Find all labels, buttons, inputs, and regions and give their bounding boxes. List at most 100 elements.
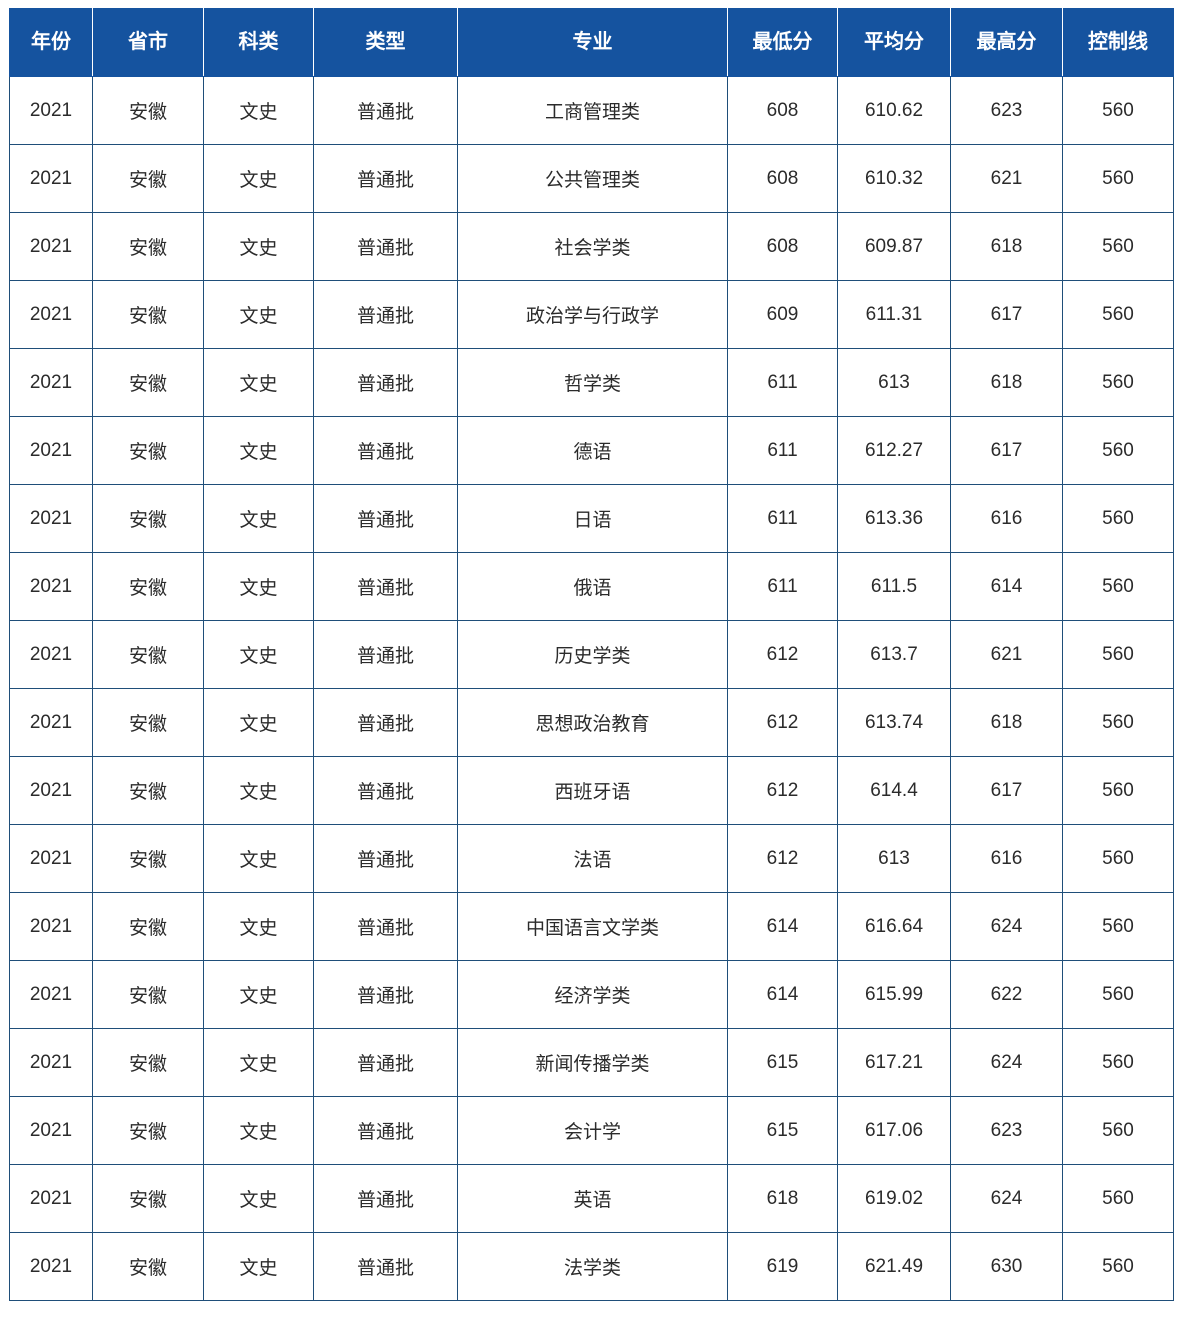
cell-cat: 文史 bbox=[203, 824, 314, 893]
cell-prov: 安徽 bbox=[92, 280, 204, 349]
cell-type: 普通批 bbox=[313, 620, 458, 689]
cell-max: 621 bbox=[950, 620, 1063, 689]
cell-year: 2021 bbox=[9, 1164, 93, 1233]
cell-line: 560 bbox=[1062, 892, 1174, 961]
cell-major: 西班牙语 bbox=[457, 756, 728, 825]
cell-line: 560 bbox=[1062, 1028, 1174, 1097]
column-header-avg-score: 平均分 bbox=[837, 8, 951, 77]
cell-cat: 文史 bbox=[203, 280, 314, 349]
column-header-category: 科类 bbox=[203, 8, 314, 77]
cell-min: 608 bbox=[727, 76, 838, 145]
cell-prov: 安徽 bbox=[92, 144, 204, 213]
cell-major: 法语 bbox=[457, 824, 728, 893]
cell-year: 2021 bbox=[9, 756, 93, 825]
table-row: 2021 安徽 文史 普通批 社会学类 608 609.87 618 560 bbox=[9, 212, 1174, 281]
cell-cat: 文史 bbox=[203, 144, 314, 213]
cell-min: 612 bbox=[727, 756, 838, 825]
table-row: 2021 安徽 文史 普通批 俄语 611 611.5 614 560 bbox=[9, 552, 1174, 621]
cell-avg: 617.21 bbox=[837, 1028, 951, 1097]
table-row: 2021 安徽 文史 普通批 西班牙语 612 614.4 617 560 bbox=[9, 756, 1174, 825]
table-row: 2021 安徽 文史 普通批 中国语言文学类 614 616.64 624 560 bbox=[9, 892, 1174, 961]
cell-avg: 621.49 bbox=[837, 1232, 951, 1301]
column-header-major: 专业 bbox=[457, 8, 728, 77]
cell-max: 617 bbox=[950, 756, 1063, 825]
cell-type: 普通批 bbox=[313, 348, 458, 417]
cell-min: 619 bbox=[727, 1232, 838, 1301]
cell-max: 616 bbox=[950, 484, 1063, 553]
cell-max: 623 bbox=[950, 1096, 1063, 1165]
cell-type: 普通批 bbox=[313, 1164, 458, 1233]
cell-max: 617 bbox=[950, 416, 1063, 485]
cell-type: 普通批 bbox=[313, 552, 458, 621]
cell-avg: 619.02 bbox=[837, 1164, 951, 1233]
cell-line: 560 bbox=[1062, 212, 1174, 281]
cell-avg: 613 bbox=[837, 824, 951, 893]
cell-cat: 文史 bbox=[203, 416, 314, 485]
cell-prov: 安徽 bbox=[92, 76, 204, 145]
cell-line: 560 bbox=[1062, 76, 1174, 145]
cell-line: 560 bbox=[1062, 756, 1174, 825]
cell-major: 公共管理类 bbox=[457, 144, 728, 213]
cell-cat: 文史 bbox=[203, 212, 314, 281]
cell-cat: 文史 bbox=[203, 620, 314, 689]
cell-major: 法学类 bbox=[457, 1232, 728, 1301]
cell-type: 普通批 bbox=[313, 144, 458, 213]
cell-type: 普通批 bbox=[313, 824, 458, 893]
cell-cat: 文史 bbox=[203, 892, 314, 961]
cell-avg: 615.99 bbox=[837, 960, 951, 1029]
column-header-control-line: 控制线 bbox=[1062, 8, 1174, 77]
cell-line: 560 bbox=[1062, 280, 1174, 349]
cell-prov: 安徽 bbox=[92, 212, 204, 281]
cell-major: 俄语 bbox=[457, 552, 728, 621]
cell-max: 618 bbox=[950, 348, 1063, 417]
cell-max: 623 bbox=[950, 76, 1063, 145]
cell-line: 560 bbox=[1062, 960, 1174, 1029]
cell-line: 560 bbox=[1062, 1164, 1174, 1233]
cell-prov: 安徽 bbox=[92, 484, 204, 553]
cell-type: 普通批 bbox=[313, 484, 458, 553]
cell-line: 560 bbox=[1062, 1232, 1174, 1301]
table-row: 2021 安徽 文史 普通批 英语 618 619.02 624 560 bbox=[9, 1164, 1174, 1233]
cell-year: 2021 bbox=[9, 824, 93, 893]
cell-major: 哲学类 bbox=[457, 348, 728, 417]
cell-min: 608 bbox=[727, 144, 838, 213]
cell-prov: 安徽 bbox=[92, 1028, 204, 1097]
table-header-row: 年份 省市 科类 类型 专业 最低分 平均分 最高分 控制线 bbox=[9, 8, 1174, 77]
cell-year: 2021 bbox=[9, 620, 93, 689]
cell-year: 2021 bbox=[9, 892, 93, 961]
table-body: 2021 安徽 文史 普通批 工商管理类 608 610.62 623 560 2021 安徽 文史普… bbox=[9, 76, 1174, 1301]
cell-type: 普通批 bbox=[313, 688, 458, 757]
cell-max: 622 bbox=[950, 960, 1063, 1029]
cell-type: 普通批 bbox=[313, 960, 458, 1029]
cell-avg: 613.36 bbox=[837, 484, 951, 553]
cell-min: 615 bbox=[727, 1096, 838, 1165]
cell-avg: 610.32 bbox=[837, 144, 951, 213]
cell-avg: 613 bbox=[837, 348, 951, 417]
cell-major: 中国语言文学类 bbox=[457, 892, 728, 961]
cell-cat: 文史 bbox=[203, 1232, 314, 1301]
cell-line: 560 bbox=[1062, 144, 1174, 213]
cell-year: 2021 bbox=[9, 280, 93, 349]
cell-line: 560 bbox=[1062, 1096, 1174, 1165]
cell-max: 618 bbox=[950, 212, 1063, 281]
cell-min: 611 bbox=[727, 484, 838, 553]
cell-type: 普通批 bbox=[313, 212, 458, 281]
cell-max: 617 bbox=[950, 280, 1063, 349]
cell-year: 2021 bbox=[9, 1028, 93, 1097]
table-row: 2021 安徽 文史 普通批 公共管理类 608 610.32 621 560 bbox=[9, 144, 1174, 213]
table-row: 2021 安徽 文史 普通批 哲学类 611 613 618 560 bbox=[9, 348, 1174, 417]
cell-max: 624 bbox=[950, 892, 1063, 961]
cell-min: 609 bbox=[727, 280, 838, 349]
cell-min: 615 bbox=[727, 1028, 838, 1097]
cell-line: 560 bbox=[1062, 348, 1174, 417]
cell-min: 611 bbox=[727, 348, 838, 417]
cell-type: 普通批 bbox=[313, 892, 458, 961]
cell-major: 社会学类 bbox=[457, 212, 728, 281]
column-header-min-score: 最低分 bbox=[727, 8, 838, 77]
cell-major: 经济学类 bbox=[457, 960, 728, 1029]
cell-major: 历史学类 bbox=[457, 620, 728, 689]
cell-major: 英语 bbox=[457, 1164, 728, 1233]
cell-max: 621 bbox=[950, 144, 1063, 213]
cell-type: 普通批 bbox=[313, 1028, 458, 1097]
